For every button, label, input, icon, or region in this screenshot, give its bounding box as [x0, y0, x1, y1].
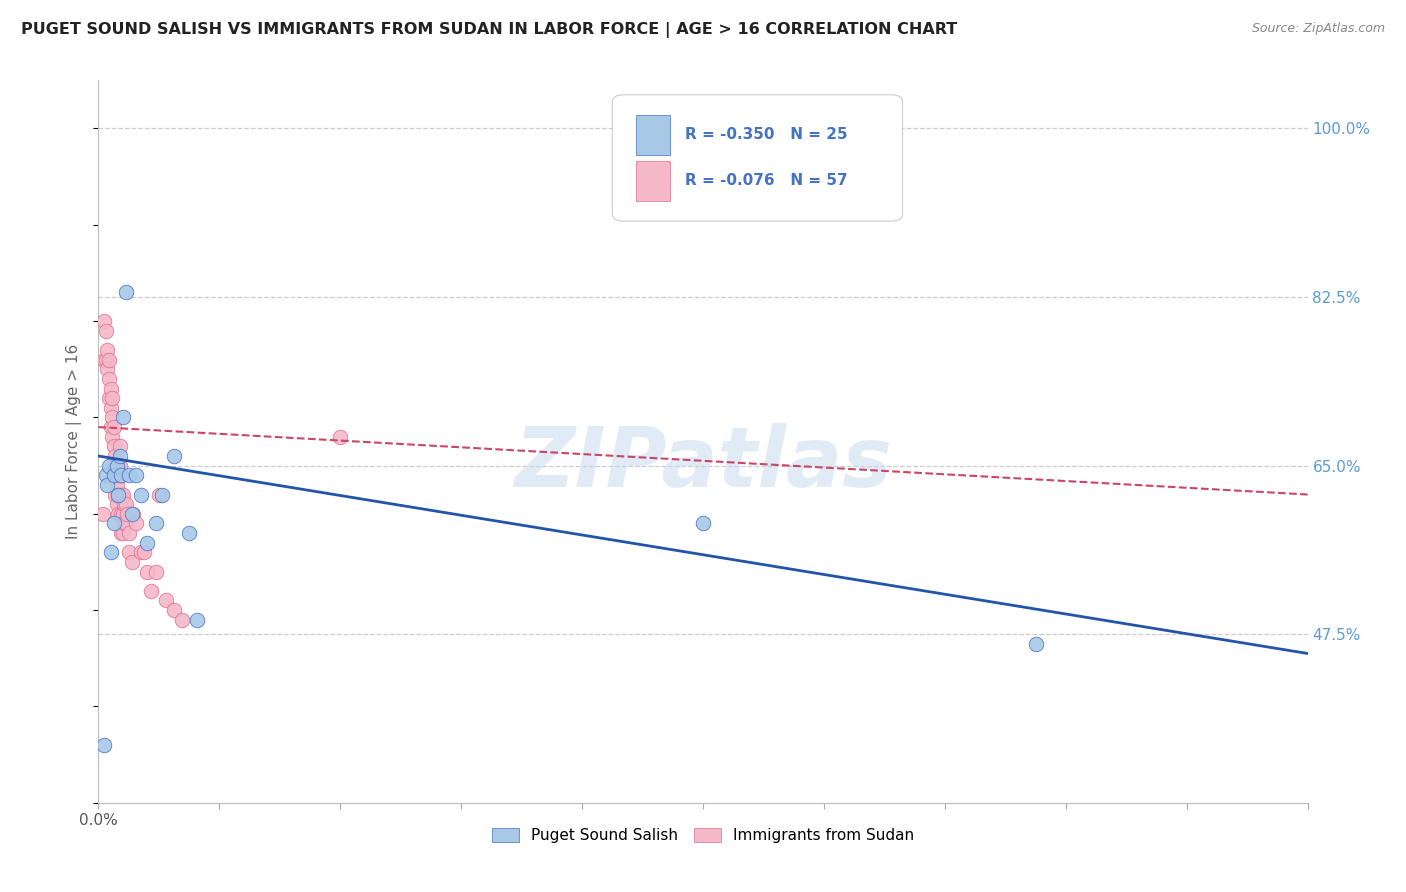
Text: PUGET SOUND SALISH VS IMMIGRANTS FROM SUDAN IN LABOR FORCE | AGE > 16 CORRELATIO: PUGET SOUND SALISH VS IMMIGRANTS FROM SU… — [21, 22, 957, 38]
Text: R = -0.076   N = 57: R = -0.076 N = 57 — [685, 173, 848, 187]
Point — [94, 352, 117, 367]
Point — [93, 314, 115, 328]
Point — [145, 516, 167, 531]
Point — [125, 516, 148, 531]
FancyBboxPatch shape — [613, 95, 903, 221]
Point — [100, 382, 122, 396]
Point — [108, 449, 131, 463]
Point — [103, 439, 125, 453]
Point — [135, 535, 157, 549]
Point — [114, 516, 136, 531]
Point — [110, 468, 132, 483]
Point — [93, 352, 115, 367]
Point — [163, 603, 186, 617]
Point — [121, 507, 143, 521]
Point — [98, 372, 121, 386]
Point — [179, 526, 201, 541]
Point — [101, 430, 124, 444]
Point — [104, 449, 127, 463]
Point — [105, 458, 128, 473]
Point — [108, 458, 131, 473]
Point — [150, 487, 173, 501]
Point — [91, 507, 114, 521]
Point — [148, 487, 170, 501]
Point — [107, 468, 129, 483]
Point — [103, 516, 125, 531]
Point — [98, 391, 121, 405]
Point — [111, 526, 134, 541]
FancyBboxPatch shape — [637, 161, 671, 201]
Point — [129, 545, 152, 559]
Text: Source: ZipAtlas.com: Source: ZipAtlas.com — [1251, 22, 1385, 36]
Point — [110, 468, 132, 483]
Point — [103, 458, 125, 473]
Point — [100, 420, 122, 434]
Point — [103, 468, 125, 483]
Point — [141, 583, 163, 598]
Text: ZIPatlas: ZIPatlas — [515, 423, 891, 504]
Point — [129, 487, 152, 501]
Point — [121, 555, 143, 569]
Point — [170, 613, 193, 627]
Point — [163, 449, 186, 463]
Point — [118, 545, 141, 559]
Point — [103, 420, 125, 434]
Point — [1024, 637, 1046, 651]
Point — [111, 507, 134, 521]
Point — [114, 285, 136, 300]
Point — [110, 526, 132, 541]
Point — [107, 487, 129, 501]
Point — [110, 487, 132, 501]
Point — [145, 565, 167, 579]
Point — [155, 593, 177, 607]
Point — [105, 497, 128, 511]
Point — [110, 507, 132, 521]
Point — [98, 352, 121, 367]
Point — [112, 497, 135, 511]
Point — [104, 468, 127, 483]
Point — [112, 516, 135, 531]
Point — [329, 430, 352, 444]
Point — [101, 391, 124, 405]
Point — [107, 507, 129, 521]
Point — [115, 507, 138, 521]
Point — [100, 401, 122, 415]
Point — [135, 565, 157, 579]
Point — [108, 439, 131, 453]
Legend: Puget Sound Salish, Immigrants from Sudan: Puget Sound Salish, Immigrants from Suda… — [485, 822, 921, 849]
Point — [111, 410, 134, 425]
Point — [100, 545, 122, 559]
Point — [96, 478, 118, 492]
Point — [122, 507, 145, 521]
Point — [125, 468, 148, 483]
Point — [132, 545, 155, 559]
Point — [96, 343, 118, 357]
Point — [105, 478, 128, 492]
Point — [111, 487, 134, 501]
Point — [94, 324, 117, 338]
Point — [118, 468, 141, 483]
Point — [98, 458, 121, 473]
Point — [114, 497, 136, 511]
Point — [186, 613, 208, 627]
Point — [105, 458, 128, 473]
Point — [93, 738, 115, 752]
Y-axis label: In Labor Force | Age > 16: In Labor Force | Age > 16 — [66, 344, 83, 539]
Point — [107, 487, 129, 501]
Point — [101, 410, 124, 425]
Point — [96, 362, 118, 376]
Point — [104, 487, 127, 501]
FancyBboxPatch shape — [637, 115, 671, 154]
Point — [94, 468, 117, 483]
Point — [118, 526, 141, 541]
Text: R = -0.350   N = 25: R = -0.350 N = 25 — [685, 127, 848, 142]
Point — [692, 516, 714, 531]
